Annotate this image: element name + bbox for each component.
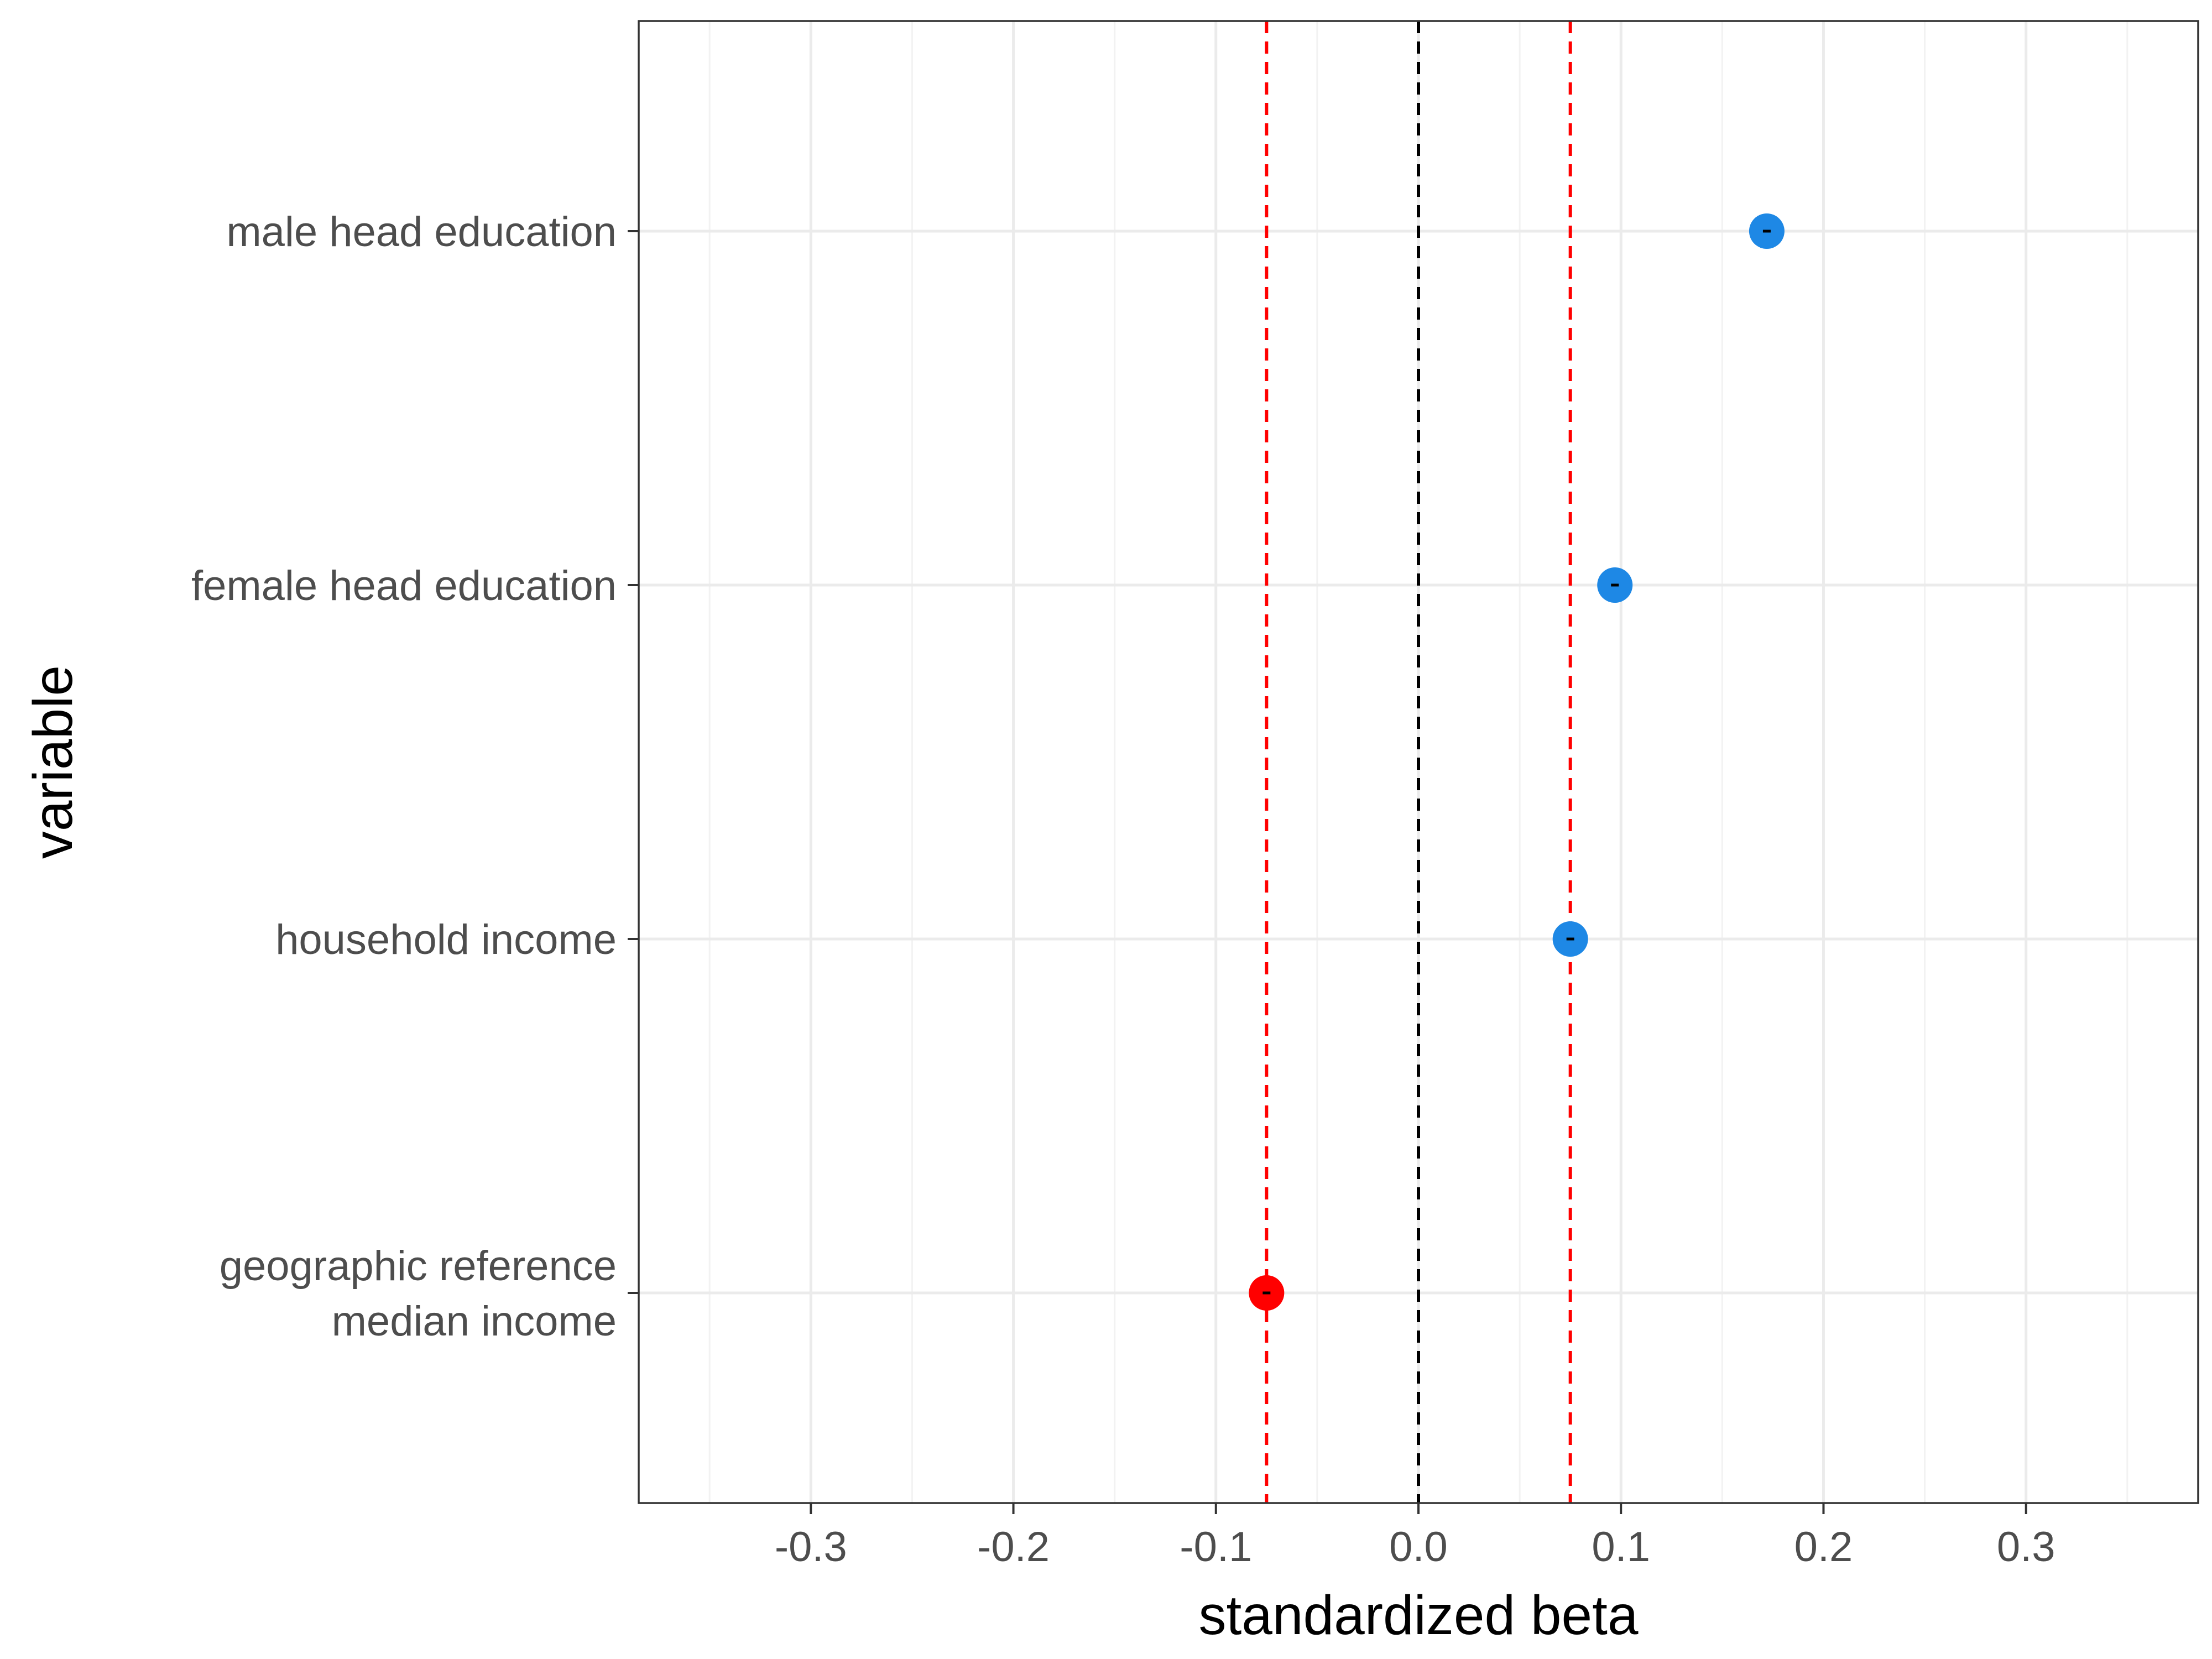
grid-lines — [639, 21, 2198, 1503]
y-tick-label: household income — [275, 916, 617, 963]
x-tick-label: -0.3 — [775, 1524, 847, 1571]
x-tick-label: 0.0 — [1389, 1524, 1448, 1571]
x-tick-label: 0.2 — [1794, 1524, 1853, 1571]
x-tick-label: -0.1 — [1180, 1524, 1252, 1571]
y-tick-label: female head education — [191, 562, 617, 609]
y-tick-label: male head education — [226, 208, 617, 255]
x-tick-label: -0.2 — [977, 1524, 1050, 1571]
y-tick-label: geographic reference median income — [220, 1243, 617, 1345]
x-tick-label: 0.1 — [1592, 1524, 1650, 1571]
x-tick-label: 0.3 — [1997, 1524, 2056, 1571]
axes: -0.3 -0.2 -0.1 0.0 0.1 0.2 0.3 male head educat… — [191, 208, 2056, 1571]
reference-lines — [1265, 21, 1572, 1503]
x-axis-title: standardized beta — [1198, 1584, 1638, 1646]
data-points — [1249, 213, 1785, 1311]
y-axis-title: variable — [22, 665, 84, 859]
